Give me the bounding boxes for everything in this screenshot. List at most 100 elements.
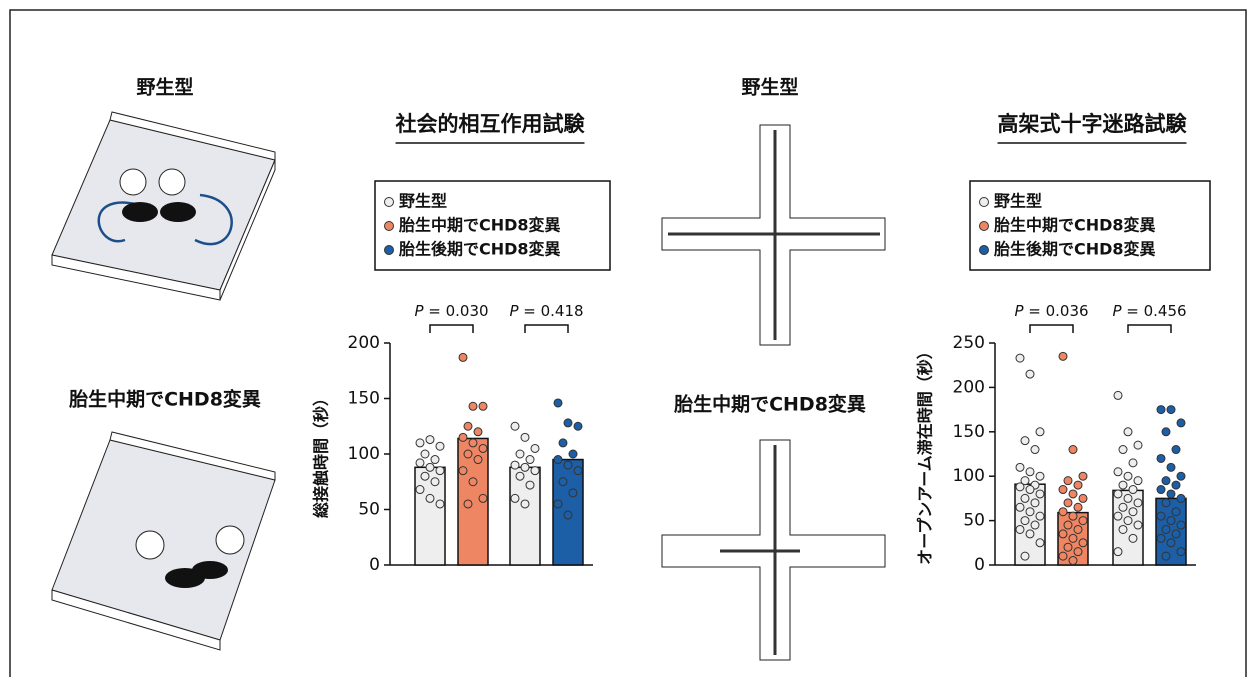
data-point <box>1015 502 1025 512</box>
data-point <box>563 418 573 428</box>
data-point <box>510 493 520 503</box>
legend-marker <box>979 245 989 255</box>
data-point <box>1113 390 1123 400</box>
data-point <box>425 462 435 472</box>
data-point <box>463 449 473 459</box>
data-point <box>558 477 568 487</box>
p-symbol: P <box>509 302 519 320</box>
legend-marker <box>384 197 394 207</box>
data-point <box>1176 493 1186 503</box>
data-point <box>573 466 583 476</box>
data-point <box>520 432 530 442</box>
legend-box <box>374 180 611 271</box>
data-point <box>1063 542 1073 552</box>
data-point <box>1156 485 1166 495</box>
maze-top <box>661 124 886 346</box>
data-point <box>1025 507 1035 517</box>
p-value: P = 0.418 <box>509 302 583 320</box>
legend-label: 胎生後期でCHD8変異 <box>399 240 561 259</box>
p-text: = 0.456 <box>1126 302 1186 320</box>
data-point <box>1068 445 1078 455</box>
p-value: P = 0.456 <box>1112 302 1186 320</box>
data-point <box>463 421 473 431</box>
data-point <box>458 432 468 442</box>
data-point <box>473 427 483 437</box>
y-tick-label: 100 <box>953 466 985 486</box>
data-point <box>1068 489 1078 499</box>
data-point <box>1058 529 1068 539</box>
y-axis-label: オープンアーム滞在時間（秒） <box>916 343 935 565</box>
y-tick-label: 100 <box>348 444 380 464</box>
data-point <box>1133 520 1143 530</box>
data-point <box>1113 547 1123 557</box>
arena-label: 野生型 <box>136 76 193 99</box>
data-point <box>1020 493 1030 503</box>
data-point <box>1035 471 1045 481</box>
data-point <box>1123 516 1133 526</box>
y-tick-label: 0 <box>974 555 985 575</box>
y-tick-label: 150 <box>348 389 380 409</box>
legend-label: 野生型 <box>994 192 1042 211</box>
data-point <box>1176 520 1186 530</box>
data-point <box>1113 467 1123 477</box>
data-point <box>1030 498 1040 508</box>
chart-title: 社会的相互作用試験 <box>395 112 586 136</box>
data-point <box>563 510 573 520</box>
data-point <box>1128 533 1138 543</box>
data-point <box>435 441 445 451</box>
data-point <box>510 460 520 470</box>
data-point <box>468 477 478 487</box>
data-point <box>568 449 578 459</box>
data-point <box>1035 489 1045 499</box>
legend-label: 野生型 <box>399 192 447 211</box>
y-tick-label: 150 <box>953 422 985 442</box>
data-point <box>1113 511 1123 521</box>
data-point <box>1161 427 1171 437</box>
data-point <box>1171 480 1181 490</box>
data-point <box>1161 551 1171 561</box>
y-tick-label: 50 <box>963 511 985 531</box>
data-point <box>1068 511 1078 521</box>
legend-marker <box>384 245 394 255</box>
data-point <box>1166 462 1176 472</box>
data-point <box>1118 480 1128 490</box>
data-point <box>1166 405 1176 415</box>
data-point <box>1166 489 1176 499</box>
maze-label: 野生型 <box>741 76 798 99</box>
data-point <box>435 499 445 509</box>
data-point <box>478 493 488 503</box>
data-point <box>420 471 430 481</box>
data-point <box>1176 471 1186 481</box>
data-point <box>1176 418 1186 428</box>
data-point <box>1118 524 1128 534</box>
legend-label: 胎生中期でCHD8変異 <box>994 216 1156 235</box>
arena-top <box>51 111 276 301</box>
data-point <box>1166 516 1176 526</box>
data-point <box>1113 489 1123 499</box>
data-point <box>458 352 468 362</box>
p-text: = 0.418 <box>523 302 583 320</box>
data-point <box>478 443 488 453</box>
y-tick-label: 250 <box>953 333 985 353</box>
data-point <box>1068 556 1078 566</box>
maze-bottom <box>661 439 886 661</box>
frame <box>9 9 1247 681</box>
data-point <box>1020 436 1030 446</box>
bar <box>1155 497 1187 566</box>
data-point <box>1161 498 1171 508</box>
data-point <box>1030 520 1040 530</box>
data-point <box>425 435 435 445</box>
data-point <box>430 477 440 487</box>
legend-marker <box>384 221 394 231</box>
data-point <box>1078 538 1088 548</box>
data-point <box>558 438 568 448</box>
data-point <box>563 460 573 470</box>
data-point <box>1156 511 1166 521</box>
data-point <box>1073 480 1083 490</box>
data-point <box>473 455 483 465</box>
data-point <box>415 438 425 448</box>
data-point <box>525 455 535 465</box>
data-point <box>458 466 468 476</box>
data-point <box>1166 538 1176 548</box>
